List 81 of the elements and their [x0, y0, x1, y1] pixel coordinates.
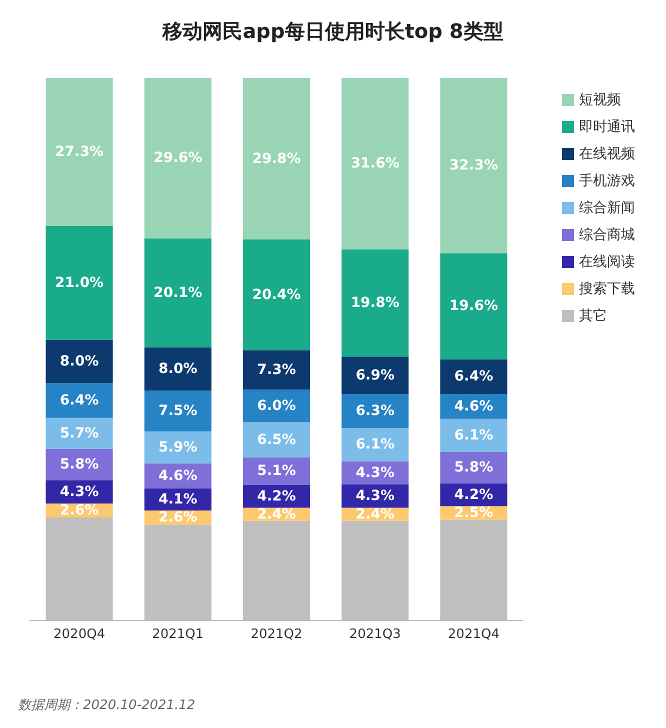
data-label: 5.8%	[60, 456, 99, 472]
data-label: 29.8%	[252, 150, 301, 167]
x-tick-label: 2021Q1	[152, 627, 204, 642]
bar	[342, 249, 409, 357]
data-label: 2.4%	[356, 506, 395, 522]
data-label: 2.4%	[257, 506, 296, 522]
data-label: 6.9%	[356, 367, 395, 384]
data-label: 5.9%	[158, 439, 198, 456]
chart-title: 移动网民app每日使用时长top 8类型	[162, 19, 504, 43]
bar	[144, 238, 212, 348]
text: 数据周期：2020.10-2021.12	[18, 698, 196, 713]
x-tick-label: 2021Q2	[250, 627, 302, 642]
bar	[242, 78, 310, 240]
bar	[144, 390, 212, 432]
data-label: 6.1%	[454, 427, 494, 444]
data-label: 4.6%	[454, 398, 494, 414]
data-label: 6.4%	[60, 392, 99, 408]
data-label: 4.3%	[356, 488, 395, 504]
legend-label: 其它	[579, 308, 607, 324]
bar	[342, 428, 409, 462]
data-label: 20.4%	[252, 286, 301, 303]
data-label: 32.3%	[449, 158, 498, 174]
data-label: 4.6%	[158, 468, 198, 484]
data-label: 7.3%	[257, 362, 296, 378]
x-tick-label: 2021Q4	[448, 627, 500, 642]
bar	[46, 226, 113, 340]
data-label: 4.3%	[60, 484, 99, 500]
data-label: 20.1%	[154, 284, 202, 301]
data-label: 5.8%	[454, 460, 494, 476]
data-label: 31.6%	[350, 156, 400, 172]
data-label: 21.0%	[55, 274, 104, 291]
bar	[440, 418, 508, 452]
legend-label: 搜索下载	[579, 281, 635, 297]
bar	[46, 78, 113, 226]
legend-label: 综合商城	[579, 227, 635, 243]
data-label: 8.0%	[158, 361, 198, 378]
data-label: 5.7%	[60, 425, 99, 442]
bar	[144, 347, 212, 391]
data-label: 6.3%	[356, 403, 395, 420]
bar	[440, 253, 508, 360]
bar	[440, 359, 508, 394]
bar	[46, 383, 113, 418]
data-label: 19.6%	[449, 298, 498, 314]
data-label: 29.6%	[154, 150, 202, 166]
x-tick-label: 2020Q4	[54, 627, 106, 642]
data-label: 6.0%	[257, 398, 296, 414]
bar	[46, 340, 113, 384]
bar	[440, 78, 508, 254]
bar	[342, 78, 409, 250]
data-label: 2.6%	[158, 510, 198, 526]
bar	[242, 390, 310, 422]
legend-label: 手机游戏	[579, 173, 635, 189]
data-label: 8.0%	[60, 353, 99, 370]
data-label: 6.4%	[454, 368, 494, 385]
bar	[242, 422, 310, 458]
data-label: 6.5%	[257, 432, 296, 448]
data-label: 2.6%	[60, 502, 99, 519]
legend-label: 在线阅读	[579, 254, 635, 270]
legend-label: 综合新闻	[579, 200, 635, 216]
data-label: 27.3%	[55, 144, 104, 160]
x-tick-label: 2021Q3	[349, 627, 401, 642]
data-label: 4.2%	[454, 486, 494, 503]
legend-label: 在线视频	[579, 146, 635, 162]
data-label: 19.8%	[350, 294, 400, 311]
bar	[46, 448, 113, 480]
data-label: 6.1%	[356, 436, 395, 453]
data-label: 4.2%	[257, 488, 296, 504]
bar	[144, 431, 212, 464]
data-label: 4.3%	[356, 464, 395, 481]
bar	[144, 78, 212, 238]
data-label: 4.1%	[158, 491, 198, 508]
bar	[440, 452, 508, 484]
bar	[342, 394, 409, 428]
data-label: 5.1%	[257, 463, 296, 480]
bar	[242, 350, 310, 390]
bar	[342, 356, 409, 394]
data-label: 7.5%	[158, 403, 198, 420]
legend-label: 短视频	[579, 92, 621, 108]
legend-label: 即时通讯	[579, 119, 635, 135]
data-label: 2.5%	[454, 504, 494, 521]
bar	[242, 240, 310, 350]
